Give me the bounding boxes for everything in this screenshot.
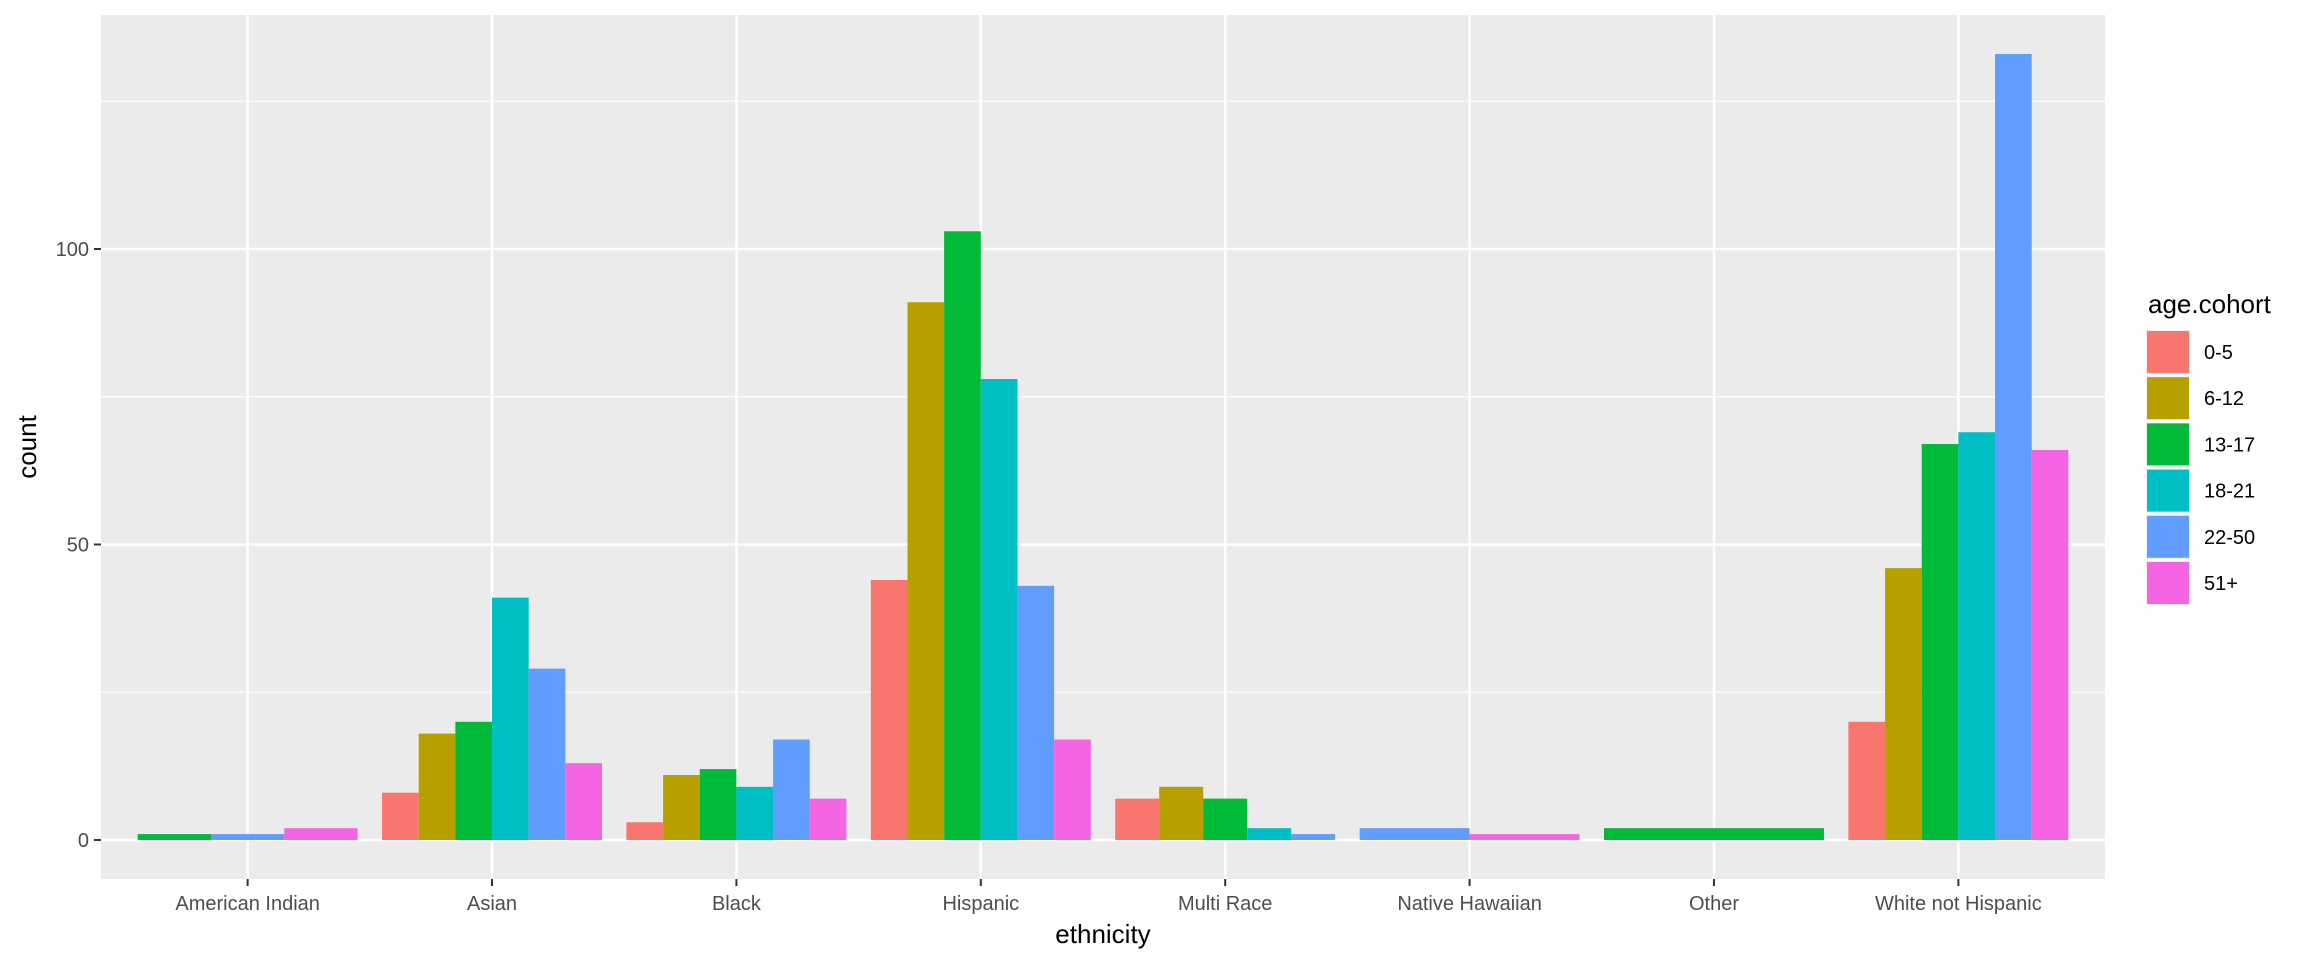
bar-american-indian-51 — [284, 828, 358, 840]
bar-hispanic-0-5 — [870, 579, 908, 840]
x-tick-label-native-hawaiian: Native Hawaiian — [1397, 893, 1542, 915]
bar-asian-0-5 — [382, 792, 419, 840]
bar-white-not-hispanic-22-50 — [1995, 53, 2032, 841]
bar-asian-51 — [565, 763, 602, 840]
y-axis-title: count — [12, 414, 42, 478]
legend-swatch-18-21 — [2147, 469, 2189, 512]
bar-black-13-17 — [699, 769, 737, 840]
legend-label-22-50: 22-50 — [2204, 527, 2255, 549]
bar-asian-18-21 — [492, 597, 529, 840]
legend-label-18-21: 18-21 — [2204, 481, 2255, 503]
bar-hispanic-51 — [1054, 739, 1091, 840]
bar-black-18-21 — [736, 786, 774, 840]
x-axis-title: ethnicity — [1055, 919, 1150, 949]
legend-label-6-12: 6-12 — [2204, 388, 2244, 410]
x-tick-label-asian: Asian — [467, 893, 517, 915]
x-tick-label-other: Other — [1689, 893, 1739, 915]
legend: age.cohort 0-5 6-12 13-17 18-21 22-50 51+ — [2146, 289, 2272, 605]
y-tick-label: 50 — [67, 535, 89, 557]
x-tick-label-american-indian: American Indian — [175, 893, 320, 915]
bar-american-indian-22-50 — [210, 834, 285, 840]
bar-white-not-hispanic-13-17 — [1921, 444, 1959, 840]
axes: 0 50 100 American Indian Asian Black Hispanic M… — [56, 239, 2042, 915]
bar-american-indian-13-17 — [137, 834, 211, 840]
bar-asian-6-12 — [418, 733, 456, 840]
bar-native-hawaiian-22-50 — [1359, 828, 1470, 840]
legend-label-13-17: 13-17 — [2204, 434, 2255, 456]
bars — [137, 53, 2069, 841]
bar-other-13-17 — [1604, 828, 1824, 840]
y-tick-label: 0 — [78, 830, 89, 852]
bar-multi-race-6-12 — [1159, 786, 1204, 840]
bar-white-not-hispanic-0-5 — [1848, 721, 1886, 840]
bar-native-hawaiian-51 — [1469, 834, 1580, 840]
x-tick-label-hispanic: Hispanic — [942, 893, 1019, 915]
x-tick-label-multi-race: Multi Race — [1178, 893, 1272, 915]
bar-black-6-12 — [663, 774, 700, 840]
legend-swatch-6-12 — [2147, 377, 2189, 420]
bar-black-22-50 — [773, 739, 810, 840]
bar-white-not-hispanic-6-12 — [1885, 568, 1922, 840]
bar-black-0-5 — [626, 822, 664, 840]
bar-multi-race-18-21 — [1247, 828, 1292, 840]
plot-panel — [101, 15, 2105, 879]
bar-hispanic-13-17 — [944, 231, 981, 840]
legend-title: age.cohort — [2148, 289, 2272, 319]
x-tick-label-white-not-hispanic: White not Hispanic — [1875, 893, 2042, 915]
legend-label-0-5: 0-5 — [2204, 342, 2233, 364]
bar-asian-22-50 — [528, 668, 566, 840]
bar-multi-race-0-5 — [1115, 798, 1160, 840]
bar-hispanic-18-21 — [980, 379, 1018, 840]
legend-swatch-51 — [2147, 562, 2189, 604]
legend-swatch-13-17 — [2147, 423, 2189, 466]
x-tick-label-black: Black — [712, 893, 762, 915]
y-tick-label: 100 — [56, 239, 89, 261]
legend-swatch-22-50 — [2147, 515, 2189, 558]
bar-multi-race-22-50 — [1291, 834, 1336, 840]
bar-white-not-hispanic-18-21 — [1958, 432, 1996, 840]
bar-white-not-hispanic-51 — [2031, 449, 2069, 840]
bar-hispanic-22-50 — [1017, 585, 1055, 840]
legend-swatch-0-5 — [2147, 331, 2189, 373]
bar-black-51 — [809, 798, 847, 840]
legend-label-51: 51+ — [2204, 573, 2238, 595]
bar-multi-race-13-17 — [1203, 798, 1248, 840]
bar-asian-13-17 — [455, 721, 493, 840]
bar-hispanic-6-12 — [907, 302, 945, 840]
